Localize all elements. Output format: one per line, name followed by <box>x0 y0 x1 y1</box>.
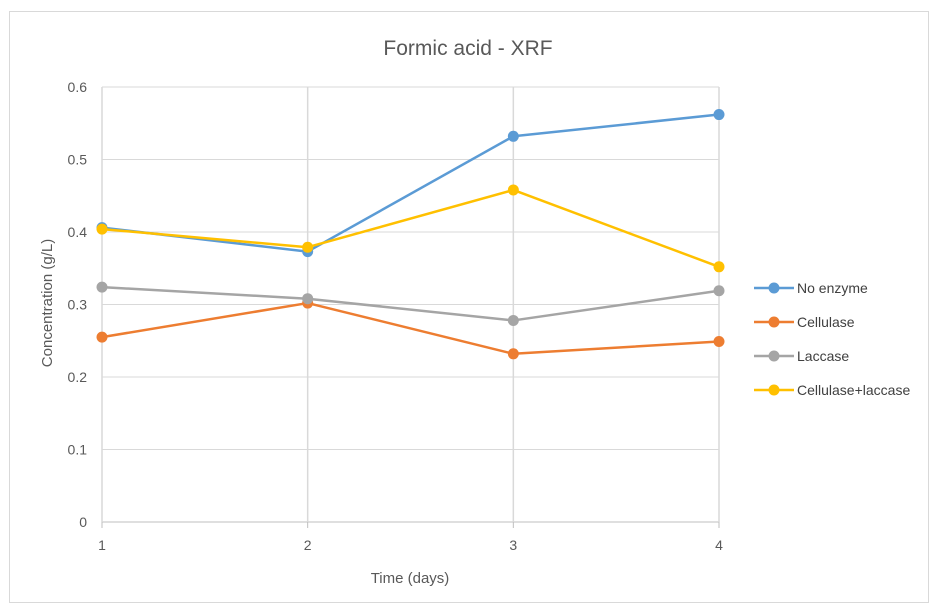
legend-label-cellulase-laccase: Cellulase+laccase <box>797 382 910 398</box>
data-point-cellulase-laccase <box>507 184 519 196</box>
legend-label-laccase: Laccase <box>797 348 849 364</box>
data-point-laccase <box>713 285 725 297</box>
x-tick-label: 3 <box>509 537 517 553</box>
data-point-cellulase <box>507 348 519 360</box>
series-line-cellulase <box>101 301 720 356</box>
x-axis-ticks: 1 2 3 4 <box>98 537 723 553</box>
x-tick-label: 1 <box>98 537 106 553</box>
y-axis-ticks: 0 0.1 0.2 0.3 0.4 0.5 0.6 <box>68 79 88 530</box>
legend-label-cellulase: Cellulase <box>797 314 855 330</box>
legend-marker-cellulase-laccase <box>768 384 780 396</box>
y-tick-label: 0.1 <box>68 442 88 458</box>
x-axis-label: Time (days) <box>371 570 450 587</box>
y-tick-label: 0.4 <box>68 224 88 240</box>
data-point-cellulase-laccase <box>302 241 314 253</box>
data-point-laccase <box>507 314 519 326</box>
data-point-no-enzyme <box>713 109 725 121</box>
data-point-cellulase-laccase <box>96 223 108 235</box>
y-tick-label: 0 <box>79 514 87 530</box>
series-line-no-enzyme <box>101 113 720 253</box>
data-point-cellulase <box>713 335 725 347</box>
y-tick-label: 0.3 <box>68 297 88 313</box>
data-point-laccase <box>96 281 108 293</box>
y-tick-label: 0.2 <box>68 369 88 385</box>
x-tick-label: 4 <box>715 537 723 553</box>
legend-marker-laccase <box>768 350 780 362</box>
series-line-laccase <box>101 285 720 322</box>
chart-frame <box>9 11 929 603</box>
series-lines <box>96 109 725 360</box>
data-point-cellulase-laccase <box>713 261 725 273</box>
data-point-laccase <box>302 293 314 305</box>
data-point-no-enzyme <box>507 130 519 142</box>
legend-marker-no-enzyme <box>768 282 780 294</box>
series-line-cellulase-laccase <box>101 188 720 268</box>
y-tick-label: 0.5 <box>68 152 88 168</box>
legend: No enzyme Cellulase Laccase Cellulase+lacca… <box>754 280 910 398</box>
data-point-cellulase <box>96 331 108 343</box>
y-tick-label: 0.6 <box>68 79 88 95</box>
legend-label-no-enzyme: No enzyme <box>797 280 868 296</box>
gridlines <box>101 86 720 528</box>
chart-title: Formic acid - XRF <box>383 37 552 60</box>
x-tick-label: 2 <box>304 537 312 553</box>
y-axis-label: Concentration (g/L) <box>39 239 56 367</box>
legend-marker-cellulase <box>768 316 780 328</box>
